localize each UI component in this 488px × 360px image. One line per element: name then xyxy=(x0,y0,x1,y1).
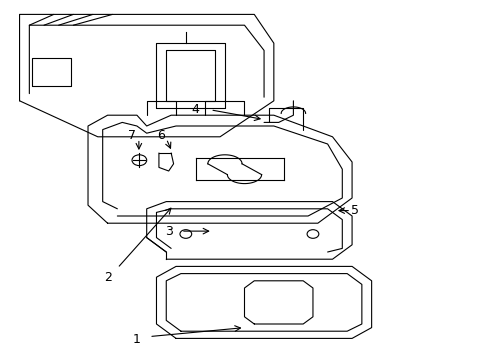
Text: 6: 6 xyxy=(157,129,165,141)
Text: 3: 3 xyxy=(164,225,172,238)
Text: 4: 4 xyxy=(191,103,199,116)
Text: 1: 1 xyxy=(133,333,141,346)
Text: 5: 5 xyxy=(350,204,358,217)
Text: 2: 2 xyxy=(103,271,111,284)
Text: 7: 7 xyxy=(128,129,136,141)
